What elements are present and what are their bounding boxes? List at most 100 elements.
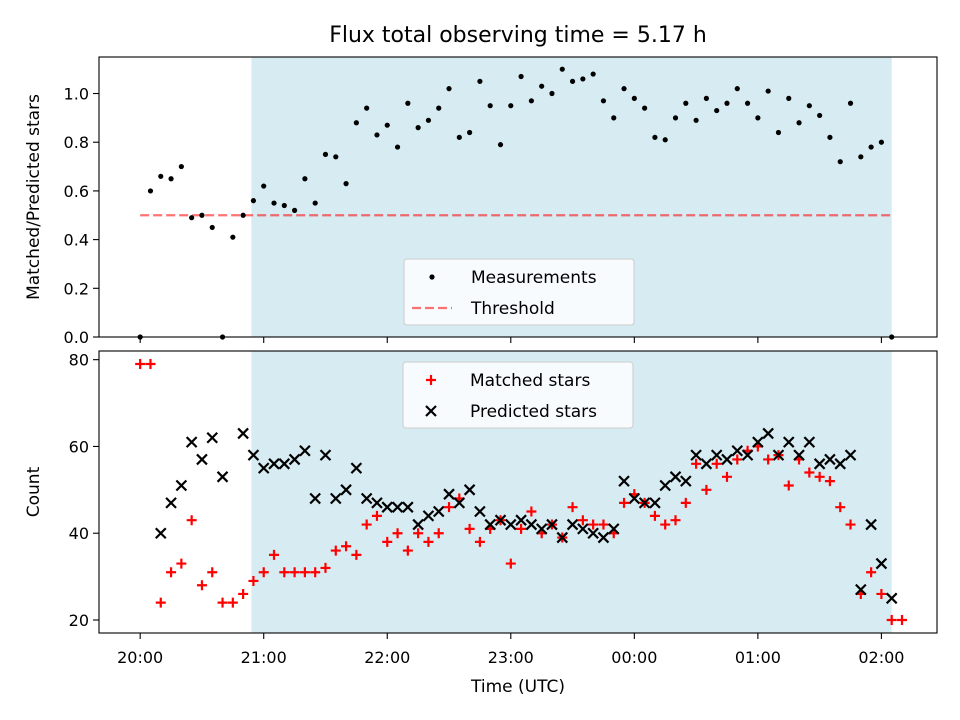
data-point [885,592,898,605]
data-point [827,134,833,140]
data-point [590,71,596,77]
y-tick-label: 80 [69,351,89,370]
data-point [598,519,609,530]
data-point [392,528,403,539]
y-tick-label: 20 [69,611,89,630]
data-point [835,502,846,513]
data-point [371,510,382,521]
data-point [168,176,174,182]
data-point [444,502,455,513]
data-point [607,523,620,535]
data-point [176,558,187,569]
y-tick-label: 0.8 [64,133,89,152]
data-point [147,188,154,194]
data-point [672,115,679,121]
data-point [474,536,485,547]
data-point [556,531,569,544]
data-point [528,98,534,104]
data-point [525,518,538,531]
data-point [772,449,785,461]
data-point [886,614,897,625]
data-point [546,518,558,531]
data-point [804,467,815,478]
data-point [618,475,630,487]
data-point [361,519,372,530]
data-point [350,462,363,474]
data-point [896,614,907,625]
data-point [402,501,414,513]
data-point [446,86,452,92]
data-point [257,462,270,474]
data-point [333,154,339,160]
data-point [413,528,424,539]
data-point [652,134,658,140]
data-point [299,567,310,578]
data-point [289,567,300,578]
data-point [670,515,681,526]
data-point [765,88,771,94]
chart-title: Flux total observing time = 5.17 h [329,23,707,48]
data-point [775,129,782,136]
data-point [196,453,208,466]
data-point [724,100,730,106]
data-point [691,458,702,469]
data-point [588,519,599,530]
data-point [405,100,411,106]
data-point [762,427,774,440]
data-point [237,427,249,440]
data-point [642,105,648,111]
data-point [271,200,277,206]
data-point [186,515,197,526]
data-point [824,476,835,487]
data-point [158,173,164,179]
data-point [731,445,744,457]
data-point [497,142,504,148]
data-point [508,103,514,109]
data-point [477,78,483,84]
legend-marker-predicted [425,405,437,417]
data-point [463,484,476,496]
data-point [320,562,331,573]
data-point [559,66,565,72]
data-point [154,527,167,539]
data-point [467,129,473,136]
data-point [844,449,857,461]
data-point [135,359,146,370]
data-point [319,449,332,461]
data-point [659,479,671,492]
data-point [330,492,342,505]
legend-marker-measurements [429,274,435,280]
data-point [693,117,699,123]
data-point [865,518,877,531]
legend: Matched stars Predicted stars [402,361,634,429]
x-tick-label: 20:00 [117,648,163,667]
data-point [660,519,671,530]
y-tick-label: 0.6 [64,182,89,201]
data-point [700,458,713,470]
data-point [569,78,576,84]
data-point [175,479,188,492]
data-point [269,549,280,560]
data-point [484,518,496,531]
data-point [847,100,854,106]
x-tick-label: 01:00 [735,648,781,667]
data-point [621,86,627,92]
data-point [250,198,257,204]
data-point [783,480,794,491]
data-point [786,95,792,101]
data-point [597,531,610,544]
data-point [535,523,548,535]
data-point [701,484,712,495]
data-point [230,234,236,240]
data-point [878,139,885,145]
data-point [505,558,516,569]
data-point [515,514,527,526]
data-point [281,202,287,209]
data-point [351,549,362,560]
data-point [649,510,660,521]
data-point [178,163,184,170]
data-point [248,575,259,586]
data-point [384,122,390,128]
legend-marker-matched [426,375,436,385]
